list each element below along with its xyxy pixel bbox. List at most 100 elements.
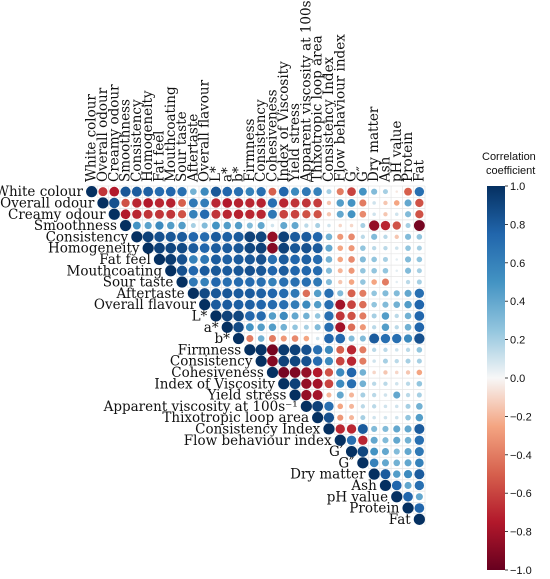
corr-circle — [301, 265, 312, 276]
corr-circle — [244, 242, 256, 254]
corr-circle — [278, 254, 289, 265]
corr-circle — [336, 391, 344, 399]
corr-circle — [211, 277, 221, 287]
corr-circle — [222, 231, 233, 242]
corr-circle — [233, 198, 244, 208]
corr-circle — [383, 370, 388, 375]
corr-circle — [348, 245, 355, 252]
col-label-b: b* — [231, 166, 247, 182]
corr-circle — [222, 198, 233, 208]
corr-circle — [394, 370, 399, 375]
corr-circle — [314, 313, 321, 319]
corr-circle — [245, 323, 254, 332]
corr-circle — [335, 424, 345, 434]
corr-circle — [414, 469, 425, 480]
corr-circle — [381, 323, 390, 332]
corr-circle — [404, 187, 413, 196]
corr-circle — [415, 198, 424, 208]
corr-circle — [313, 277, 323, 287]
corr-circle — [177, 231, 188, 242]
col-label-fat: Fat — [411, 160, 427, 182]
corr-circle — [268, 323, 277, 332]
col-label-protein: Protein — [400, 132, 416, 182]
corr-circle — [268, 277, 277, 287]
corr-circle — [348, 267, 355, 274]
corr-circle — [394, 234, 399, 240]
corr-circle — [347, 187, 356, 196]
corr-circle — [301, 389, 312, 401]
corr-circle — [324, 401, 334, 412]
corr-circle — [278, 355, 290, 367]
corr-circle — [233, 310, 244, 322]
colorbar-tick-label: −0.8 — [510, 527, 532, 539]
row-label-firmness: Firmness — [178, 342, 242, 358]
corr-circle — [404, 425, 412, 433]
corr-circle — [325, 256, 333, 263]
col-label-g: G′ — [344, 168, 360, 182]
corr-circle — [392, 470, 401, 478]
corr-circle — [177, 210, 187, 219]
corr-circle — [381, 459, 389, 467]
corr-circle — [312, 412, 324, 424]
row-label-index-of-viscosity: Index of Viscosity — [154, 376, 275, 392]
corr-circle — [369, 333, 380, 344]
corr-circle — [359, 380, 367, 388]
corr-circle — [357, 457, 369, 469]
corr-circle — [178, 221, 186, 230]
corr-circle — [289, 243, 301, 254]
corr-circle — [395, 280, 399, 284]
corr-circle — [382, 301, 389, 308]
corr-circle — [257, 323, 265, 332]
corr-circle — [414, 447, 424, 457]
corr-circle — [371, 233, 378, 240]
corr-circle — [324, 322, 334, 332]
corr-circle — [324, 345, 334, 355]
corr-circle — [144, 221, 152, 230]
corr-circle — [382, 256, 388, 262]
corr-circle — [380, 469, 391, 480]
corr-circle — [267, 231, 278, 243]
corr-circle — [268, 335, 276, 343]
corr-circle — [349, 415, 355, 421]
corr-circle — [270, 223, 275, 228]
corr-circle — [371, 347, 377, 353]
corr-circle — [266, 366, 279, 379]
corr-circle — [280, 335, 287, 342]
corr-circle — [337, 403, 344, 410]
corr-circle — [290, 198, 300, 208]
corr-circle — [290, 254, 300, 265]
corr-circle — [358, 435, 368, 445]
corr-circle — [338, 279, 343, 285]
corr-circle — [337, 268, 343, 274]
corr-circle — [255, 231, 267, 243]
corr-circle — [416, 268, 422, 274]
corr-circle — [222, 265, 233, 276]
corr-circle — [402, 502, 414, 514]
corr-circle — [383, 200, 388, 206]
corr-circle — [326, 200, 332, 206]
corr-circle — [404, 211, 412, 218]
corr-circle — [382, 267, 389, 274]
corr-circle — [348, 233, 355, 241]
corr-circle — [142, 242, 154, 254]
col-label-aftertaste: Aftertaste — [185, 114, 201, 183]
corr-circle — [335, 322, 346, 333]
corr-circle — [256, 265, 267, 276]
corr-circle — [176, 242, 188, 254]
corr-circle — [155, 221, 164, 230]
corr-circle — [233, 288, 244, 299]
corr-circle — [255, 242, 267, 254]
corr-circle — [383, 212, 388, 217]
corr-circle — [413, 220, 425, 232]
corr-circle — [334, 434, 346, 446]
corr-circle — [371, 425, 378, 433]
corr-circle — [405, 403, 411, 409]
corr-circle — [189, 209, 198, 219]
corr-circle — [289, 367, 301, 378]
corr-circle — [370, 447, 379, 456]
corr-circle — [360, 245, 366, 251]
corr-circle — [278, 288, 289, 299]
corr-circle — [289, 378, 301, 390]
corr-circle — [301, 277, 312, 287]
